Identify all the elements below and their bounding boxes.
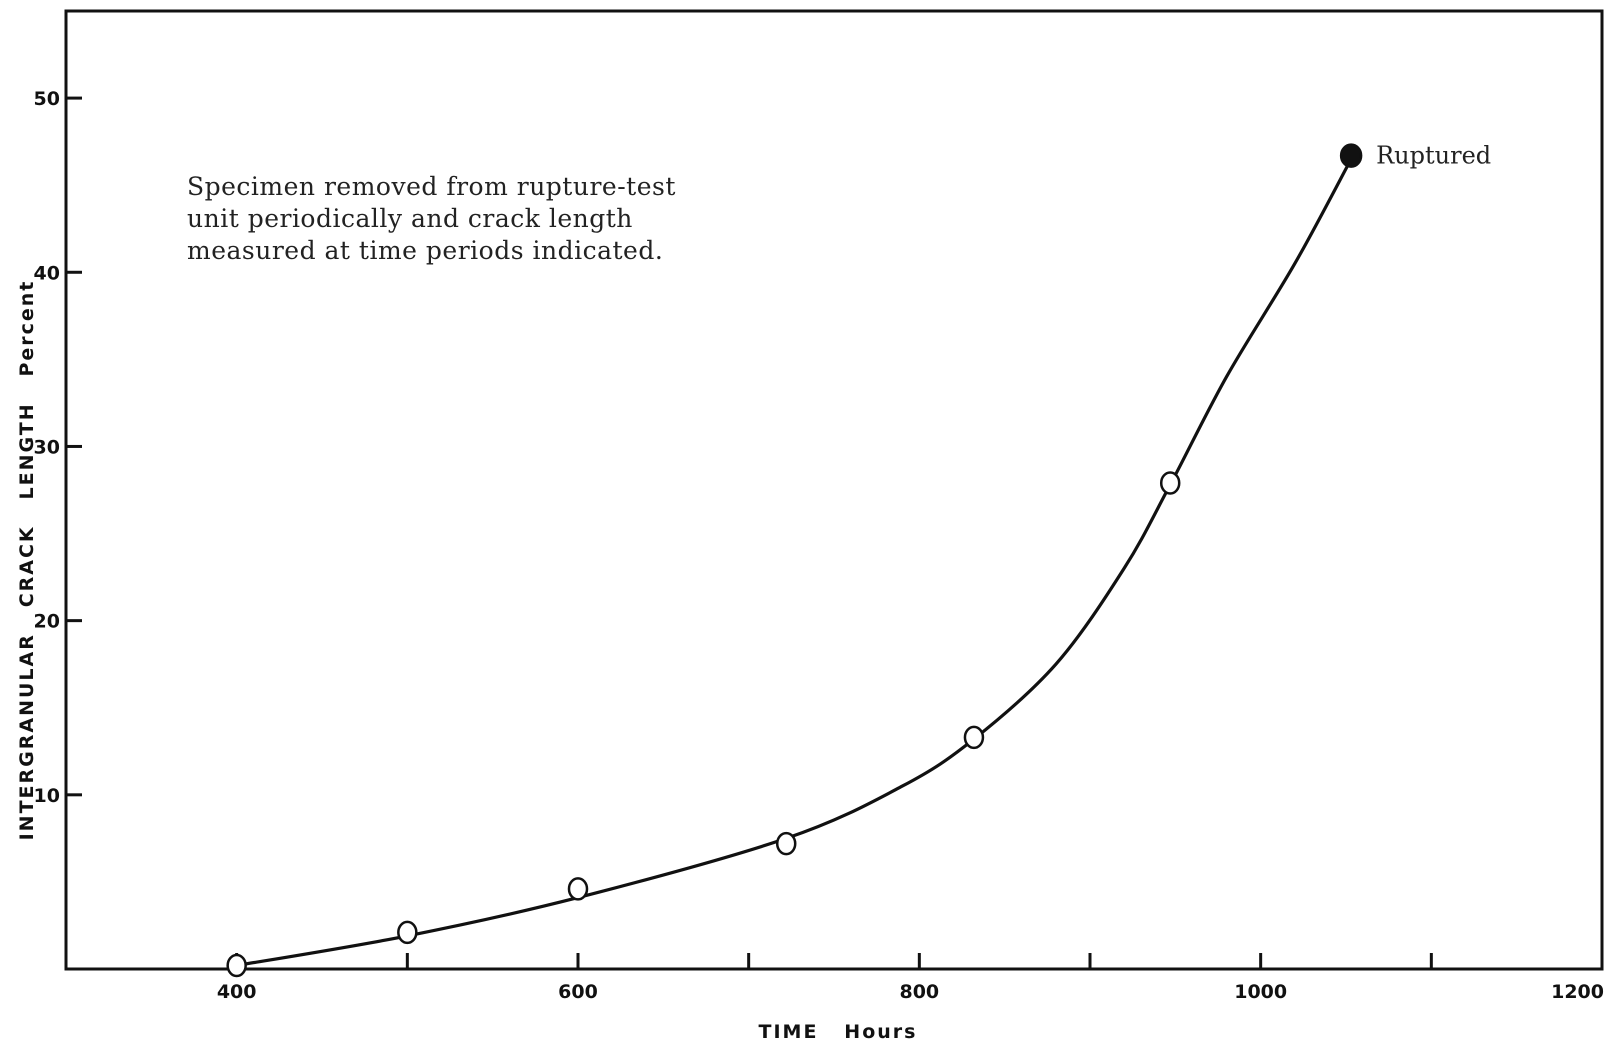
y-tick-label: 20 — [34, 611, 60, 633]
data-point — [775, 831, 797, 856]
data-point-ruptured — [1339, 143, 1363, 168]
data-point — [1159, 471, 1181, 495]
data-point — [226, 953, 247, 978]
annotation-label: Ruptured — [1376, 142, 1491, 170]
x-axis: 400 600 800 1000 1200 — [217, 953, 1604, 1003]
note-line: unit periodically and crack length — [187, 204, 633, 233]
y-tick-label: 40 — [34, 262, 60, 284]
annotations: Ruptured — [1376, 142, 1491, 170]
note-line: measured at time periods indicated. — [187, 236, 663, 265]
x-tick-label: 1200 — [1551, 981, 1604, 1003]
y-tick-label: 50 — [34, 88, 60, 110]
y-axis-title: INTERGRANULAR CRACK LENGTH Percent — [16, 280, 38, 841]
data-point — [397, 920, 418, 945]
x-tick-label: 400 — [217, 981, 257, 1003]
chart-note: Specimen removed from rupture-test unit p… — [187, 172, 676, 265]
y-axis: 10 20 30 40 50 — [34, 88, 82, 807]
data-point — [567, 877, 589, 901]
y-tick-label: 10 — [34, 785, 60, 807]
y-tick-label: 30 — [34, 436, 60, 458]
data-points — [226, 143, 1363, 978]
x-tick-label: 1000 — [1234, 981, 1287, 1003]
x-axis-title: TIME Hours — [759, 1021, 918, 1043]
data-point — [963, 725, 985, 750]
x-tick-label: 600 — [558, 981, 598, 1003]
note-line: Specimen removed from rupture-test — [187, 172, 676, 201]
plot-frame — [64, 9, 1604, 971]
x-tick-label: 800 — [899, 981, 939, 1003]
